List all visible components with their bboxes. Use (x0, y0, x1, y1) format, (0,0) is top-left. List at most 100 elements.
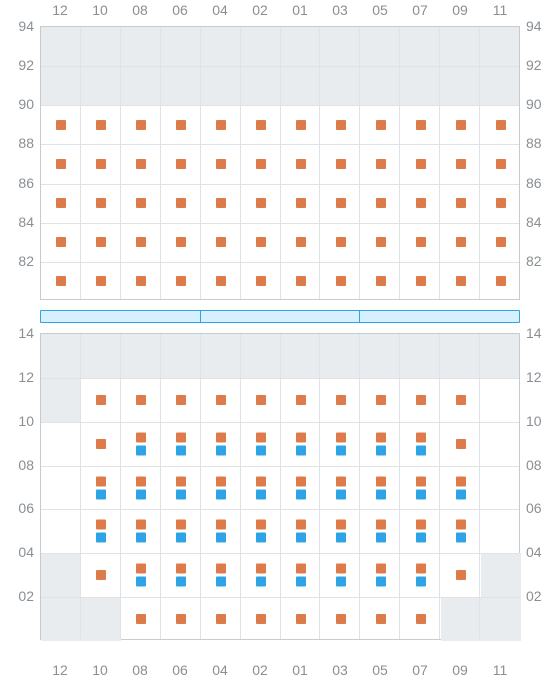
well-cell (96, 520, 106, 543)
well-cell (176, 237, 186, 247)
col-label: 05 (360, 662, 400, 678)
well-cell (336, 198, 346, 208)
marker-orange (176, 276, 186, 286)
row-label: 02 (526, 589, 560, 603)
well-cell (96, 120, 106, 130)
marker-orange (456, 520, 466, 530)
marker-orange (456, 120, 466, 130)
row-label: 86 (526, 176, 560, 190)
well-cell (336, 614, 346, 624)
marker-orange (296, 520, 306, 530)
well-cell (296, 520, 306, 543)
col-label: 12 (40, 662, 80, 678)
marker-orange (416, 614, 426, 624)
well-cell (416, 520, 426, 543)
well-cell (216, 476, 226, 499)
col-label: 06 (160, 2, 200, 18)
well-cell (136, 120, 146, 130)
bottom-panel (40, 333, 520, 640)
marker-orange (336, 432, 346, 442)
marker-orange (176, 159, 186, 169)
row-label: 88 (0, 136, 34, 150)
well-cell (376, 395, 386, 405)
marker-orange (56, 120, 66, 130)
marker-orange (456, 395, 466, 405)
col-label: 11 (480, 2, 520, 18)
col-label: 08 (120, 2, 160, 18)
marker-blue (216, 489, 226, 499)
row-label: 84 (526, 215, 560, 229)
marker-orange (216, 614, 226, 624)
marker-orange (376, 276, 386, 286)
marker-orange (336, 237, 346, 247)
row-label: 94 (0, 19, 34, 33)
well-cell (296, 159, 306, 169)
marker-orange (376, 520, 386, 530)
well-cell (256, 120, 266, 130)
marker-orange (216, 276, 226, 286)
well-cell (136, 476, 146, 499)
marker-orange (96, 237, 106, 247)
well-cell (336, 432, 346, 455)
marker-orange (136, 520, 146, 530)
marker-blue (336, 445, 346, 455)
marker-blue (296, 577, 306, 587)
well-cell (256, 432, 266, 455)
row-label: 14 (526, 326, 560, 340)
marker-orange (256, 159, 266, 169)
marker-orange (136, 564, 146, 574)
marker-orange (336, 120, 346, 130)
marker-orange (496, 198, 506, 208)
col-label: 06 (160, 662, 200, 678)
marker-orange (216, 159, 226, 169)
marker-orange (376, 198, 386, 208)
col-label: 03 (320, 2, 360, 18)
row-label: 02 (0, 589, 34, 603)
marker-blue (216, 445, 226, 455)
col-label: 04 (200, 662, 240, 678)
col-label: 07 (400, 2, 440, 18)
marker-orange (296, 198, 306, 208)
well-cell (376, 476, 386, 499)
well-cell (456, 198, 466, 208)
well-cell (296, 476, 306, 499)
col-label: 03 (320, 662, 360, 678)
row-label: 06 (0, 501, 34, 515)
bottom-cells (41, 334, 519, 639)
row-label: 08 (526, 458, 560, 472)
marker-blue (456, 533, 466, 543)
well-cell (336, 395, 346, 405)
divider-segment (41, 311, 201, 322)
well-cell (336, 520, 346, 543)
well-cell (136, 237, 146, 247)
marker-orange (496, 276, 506, 286)
col-label: 01 (280, 662, 320, 678)
marker-orange (176, 432, 186, 442)
row-labels-right: 9492908886848214121008060402 (520, 0, 560, 680)
row-label: 90 (526, 97, 560, 111)
marker-orange (96, 159, 106, 169)
marker-orange (56, 159, 66, 169)
well-cell (176, 198, 186, 208)
well-cell (336, 276, 346, 286)
divider-bar (40, 310, 520, 323)
marker-orange (336, 276, 346, 286)
marker-orange (456, 476, 466, 486)
well-cell (336, 159, 346, 169)
marker-blue (336, 533, 346, 543)
well-cell (496, 159, 506, 169)
well-cell (376, 120, 386, 130)
marker-orange (176, 237, 186, 247)
marker-orange (296, 564, 306, 574)
well-cell (416, 395, 426, 405)
col-labels-top: 121008060402010305070911 (40, 2, 520, 18)
marker-orange (256, 395, 266, 405)
marker-orange (336, 159, 346, 169)
marker-orange (216, 564, 226, 574)
marker-orange (376, 237, 386, 247)
well-cell (176, 395, 186, 405)
well-cell (136, 432, 146, 455)
row-label: 84 (0, 215, 34, 229)
col-label: 07 (400, 662, 440, 678)
marker-blue (416, 533, 426, 543)
